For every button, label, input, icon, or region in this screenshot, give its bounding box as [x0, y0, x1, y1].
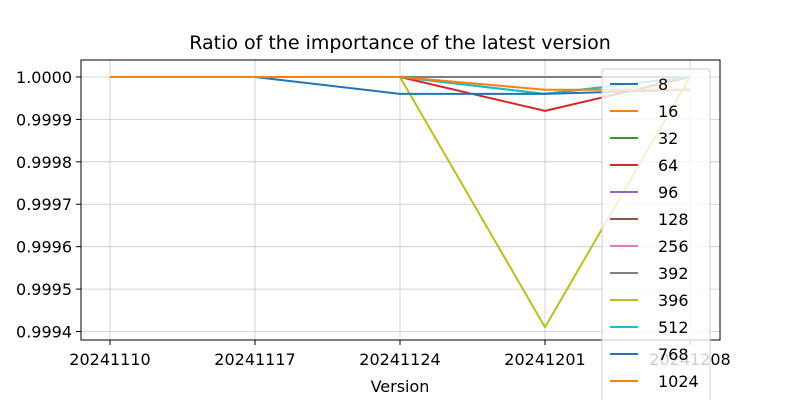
legend-label: 8 [658, 75, 668, 94]
x-axis-label: Version [371, 377, 430, 396]
legend-label: 96 [658, 183, 678, 202]
y-tick-label: 0.9997 [16, 195, 72, 214]
legend-label: 512 [658, 318, 689, 337]
x-tick-label: 20241110 [69, 350, 150, 369]
y-tick-label: 0.9998 [16, 153, 72, 172]
y-tick-label: 0.9994 [16, 323, 72, 342]
y-axis: 0.9994 0.9995 0.9996 0.9997 0.9998 0.9999 1.00… [16, 68, 81, 342]
x-tick-label: 20241117 [214, 350, 295, 369]
legend-label: 396 [658, 291, 689, 310]
x-tick-label: 20241124 [359, 350, 440, 369]
legend-label: 768 [658, 345, 689, 364]
legend: 8 16 32 64 96 128 256 392 396 512 768 1024 [601, 68, 711, 400]
series-lines [110, 76, 691, 329]
y-tick-label: 0.9996 [16, 238, 72, 257]
x-tick-label: 20241201 [504, 350, 585, 369]
y-tick-label: 0.9995 [16, 280, 72, 299]
legend-label: 64 [658, 156, 678, 175]
legend-label: 392 [658, 264, 689, 283]
legend-label: 16 [658, 102, 678, 121]
legend-box [601, 68, 711, 400]
legend-label: 256 [658, 237, 689, 256]
y-tick-label: 0.9999 [16, 110, 72, 129]
series-line-1024 [110, 76, 690, 91]
chart-title: Ratio of the importance of the latest ve… [189, 32, 611, 54]
legend-label: 32 [658, 129, 678, 148]
legend-label: 128 [658, 210, 689, 229]
y-tick-label: 1.0000 [16, 68, 72, 87]
legend-label: 1024 [658, 372, 699, 391]
